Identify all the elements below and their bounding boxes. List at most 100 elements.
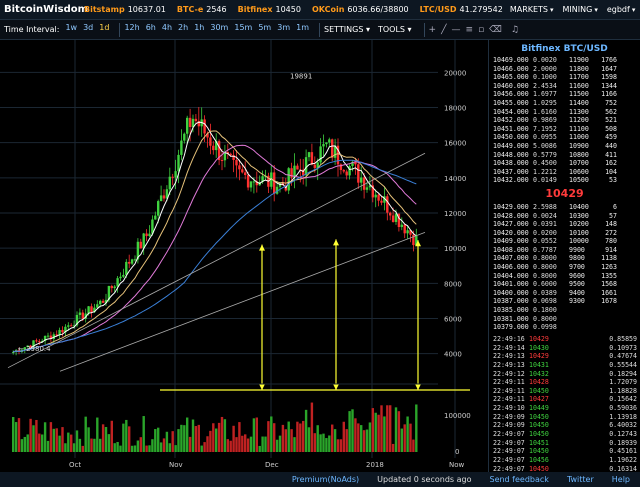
interval-12h[interactable]: 12h (124, 22, 140, 32)
premium-link[interactable]: Premium(NoAds) (291, 475, 360, 484)
line-tool-icon[interactable]: ╱ (441, 24, 447, 35)
order-price: 10437.000 (493, 167, 529, 176)
candle-body (220, 160, 224, 162)
orderbook-row[interactable]: 10401.000 0.6000 9500 1568 (489, 280, 640, 289)
orderbook-row[interactable]: 10400.000 0.0389 9400 1661 (489, 289, 640, 298)
orderbook-row[interactable]: 10420.000 0.0200 10100 272 (489, 229, 640, 238)
order-price: 10455.000 (493, 98, 529, 107)
tools-menu[interactable]: TOOLS ▾ (378, 25, 412, 34)
volume-bar (389, 405, 392, 452)
order-amount: 2.5988 (533, 202, 557, 211)
volume-bar (235, 437, 238, 452)
orderbook-row[interactable]: 10448.000 0.5779 10800 411 (489, 151, 640, 160)
interval-3d[interactable]: 3d (83, 22, 94, 32)
depth-price: 11000 (569, 133, 589, 142)
order-price: 10404.000 (493, 271, 529, 280)
volume-bar (171, 431, 174, 452)
orderbook-row[interactable]: 10387.000 0.0698 9300 1678 (489, 297, 640, 306)
interval-6h[interactable]: 6h (145, 22, 156, 32)
trash-icon[interactable]: ⌫ (489, 24, 502, 35)
interval-1h[interactable]: 1h (194, 22, 205, 32)
volume-bar (113, 443, 116, 452)
crosshair-icon[interactable]: + (428, 24, 437, 35)
orderbook-row[interactable]: 10452.000 0.9869 11200 521 (489, 116, 640, 125)
text-tool-icon[interactable]: ▫ (478, 24, 485, 35)
bell-icon[interactable]: ♫ (510, 24, 519, 35)
orderbook-row[interactable]: 10437.000 1.2212 10600 104 (489, 168, 640, 177)
volume-bar (84, 416, 87, 452)
candle-body (336, 145, 340, 165)
orderbook-row[interactable]: 10404.000 0.8000 9600 1355 (489, 272, 640, 281)
interval-3m[interactable]: 3m (277, 22, 291, 32)
orderbook-row[interactable]: 10429.000 2.5988 10400 6 (489, 203, 640, 212)
order-price: 10409.000 (493, 237, 529, 246)
orderbook-row[interactable]: 10454.000 1.6160 11300 562 (489, 108, 640, 117)
x-tick-label: Dec (265, 461, 279, 469)
interval-1d[interactable]: 1d (99, 22, 110, 32)
order-amount: 0.0149 (533, 176, 557, 185)
volume-bar (125, 419, 128, 452)
orderbook-row[interactable]: 10407.000 0.8000 9800 1138 (489, 254, 640, 263)
time-interval-label: Time Interval: (4, 25, 60, 34)
orderbook-row[interactable]: 10465.000 0.1000 11700 1598 (489, 73, 640, 82)
interval-4h[interactable]: 4h (161, 22, 173, 32)
depth-sum: 162 (605, 159, 617, 168)
volume-bar (197, 424, 200, 452)
interval-1w[interactable]: 1w (65, 22, 78, 32)
logo[interactable]: BitcoinWisdom (4, 4, 89, 15)
mining-menu[interactable]: MINING ▾ (563, 5, 598, 14)
interval-1m[interactable]: 1m (296, 22, 310, 32)
volume-bar (194, 426, 198, 452)
orderbook-row[interactable]: 10406.000 0.8000 9700 1263 (489, 263, 640, 272)
orderbook-row[interactable]: 10385.000 0.1800 (489, 306, 640, 315)
orderbook-row[interactable]: 10427.000 0.0391 10200 148 (489, 220, 640, 229)
trade-price: 10432 (529, 369, 549, 378)
orderbook-row[interactable]: 10432.000 0.0149 10500 53 (489, 176, 640, 185)
orderbook-row[interactable]: 10450.000 0.0955 11000 459 (489, 133, 640, 142)
trade-time: 22:49:11 (493, 378, 525, 387)
depth-price: 10200 (569, 220, 589, 229)
depth-price (569, 306, 593, 315)
orderbook-row[interactable]: 10460.000 2.4534 11600 1344 (489, 82, 640, 91)
user-menu[interactable]: egbdf ▾ (607, 5, 636, 14)
orderbook-row[interactable]: 10381.000 0.8000 (489, 315, 640, 324)
market-ticker[interactable]: BTC-e 2546 (177, 5, 234, 14)
interval-2h[interactable]: 2h (178, 22, 189, 32)
orderbook-row[interactable]: 10456.000 1.6977 11500 1166 (489, 90, 640, 99)
orderbook-row[interactable]: 10469.000 0.0020 11900 1766 (489, 56, 640, 65)
market-ticker[interactable]: LTC/USD 41.279542 (420, 5, 510, 14)
market-price: 41.279542 (459, 5, 503, 14)
orderbook-row[interactable]: 10408.000 0.7787 9900 914 (489, 246, 640, 255)
interval-30m[interactable]: 30m (210, 22, 229, 32)
feedback-link[interactable]: Send feedback (489, 475, 549, 484)
candle-body (374, 194, 377, 198)
fibonacci-icon[interactable]: ≡ (465, 24, 474, 35)
depth-price: 9900 (569, 245, 585, 254)
orderbook-row[interactable]: 10466.000 2.0000 11800 1647 (489, 65, 640, 74)
interval-5m[interactable]: 5m (258, 22, 272, 32)
orderbook-row[interactable]: 10451.000 7.1952 11100 508 (489, 125, 640, 134)
horizontal-line-icon[interactable]: — (451, 24, 461, 35)
help-link[interactable]: Help (611, 475, 630, 484)
orderbook-row[interactable]: 10438.000 0.4500 10700 162 (489, 159, 640, 168)
candle-body (180, 140, 183, 155)
market-ticker[interactable]: OKCoin 6036.66/38800 (312, 5, 416, 14)
market-ticker[interactable]: Bitstamp 10637.01 (84, 5, 173, 14)
market-ticker[interactable]: Bitfinex 10450 (238, 5, 308, 14)
orderbook-row[interactable]: 10428.000 0.0024 10300 57 (489, 212, 640, 221)
candle-body (226, 152, 229, 154)
orderbook-row[interactable]: 10449.000 5.0086 10900 440 (489, 142, 640, 151)
depth-sum: 1766 (601, 56, 617, 64)
interval-15m[interactable]: 15m (234, 22, 253, 32)
twitter-link[interactable]: Twitter (566, 475, 594, 484)
volume-bar (284, 429, 287, 452)
trade-row: 22:49:12 10432 0.18294 (489, 370, 640, 379)
orderbook-row[interactable]: 10379.000 0.0998 (489, 323, 640, 332)
candle-body (87, 306, 90, 314)
orderbook-row[interactable]: 10455.000 1.0295 11400 752 (489, 99, 640, 108)
markets-menu[interactable]: MARKETS ▾ (510, 5, 554, 14)
price-chart[interactable]: 2000018000160001400012000100008000600040… (0, 40, 488, 472)
orderbook-row[interactable]: 10409.000 0.0552 10000 780 (489, 237, 640, 246)
settings-menu[interactable]: SETTINGS ▾ (324, 25, 370, 34)
candle-body (23, 347, 26, 350)
